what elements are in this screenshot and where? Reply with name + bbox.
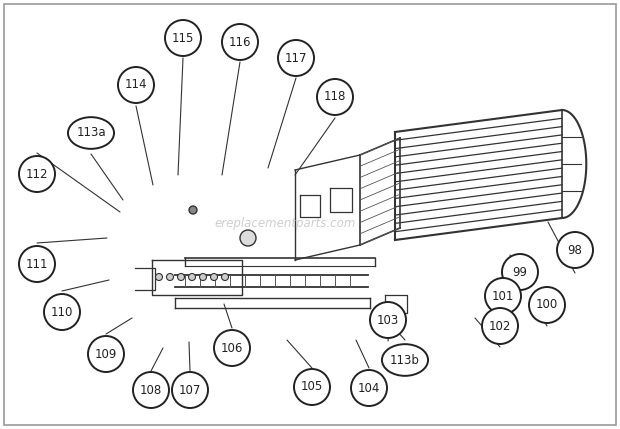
Circle shape [156,274,162,281]
Text: 111: 111 [26,257,48,271]
Text: 114: 114 [125,79,148,91]
Ellipse shape [165,20,201,56]
Ellipse shape [222,24,258,60]
Ellipse shape [19,246,55,282]
Text: 106: 106 [221,341,243,354]
Text: 105: 105 [301,381,323,393]
Ellipse shape [557,232,593,268]
Ellipse shape [351,370,387,406]
Text: 101: 101 [492,290,514,302]
Text: 118: 118 [324,91,346,103]
Text: 113a: 113a [76,127,106,139]
Ellipse shape [19,156,55,192]
Ellipse shape [133,372,169,408]
Ellipse shape [317,79,353,115]
Text: 112: 112 [26,167,48,181]
Text: 100: 100 [536,299,558,311]
Text: 99: 99 [513,266,528,278]
Ellipse shape [278,40,314,76]
Circle shape [200,274,206,281]
Circle shape [211,274,218,281]
Text: 98: 98 [567,244,582,257]
Circle shape [189,206,197,214]
Ellipse shape [502,254,538,290]
Text: 103: 103 [377,314,399,326]
Ellipse shape [44,294,80,330]
Text: 109: 109 [95,347,117,360]
Text: 107: 107 [179,384,201,396]
Text: 116: 116 [229,36,251,48]
Ellipse shape [382,344,428,376]
Ellipse shape [370,302,406,338]
Text: 117: 117 [285,51,308,64]
Ellipse shape [172,372,208,408]
Text: 113b: 113b [390,353,420,366]
Ellipse shape [482,308,518,344]
Text: 104: 104 [358,381,380,395]
Ellipse shape [294,369,330,405]
Ellipse shape [485,278,521,314]
Ellipse shape [88,336,124,372]
Circle shape [167,274,174,281]
Ellipse shape [529,287,565,323]
Ellipse shape [68,117,114,149]
Ellipse shape [118,67,154,103]
Text: 110: 110 [51,305,73,318]
Circle shape [240,230,256,246]
Circle shape [177,274,185,281]
Circle shape [221,274,229,281]
Text: 115: 115 [172,31,194,45]
Ellipse shape [214,330,250,366]
Text: 108: 108 [140,384,162,396]
Circle shape [188,274,195,281]
Text: ereplacementparts.com: ereplacementparts.com [215,217,356,230]
Text: 102: 102 [489,320,511,332]
